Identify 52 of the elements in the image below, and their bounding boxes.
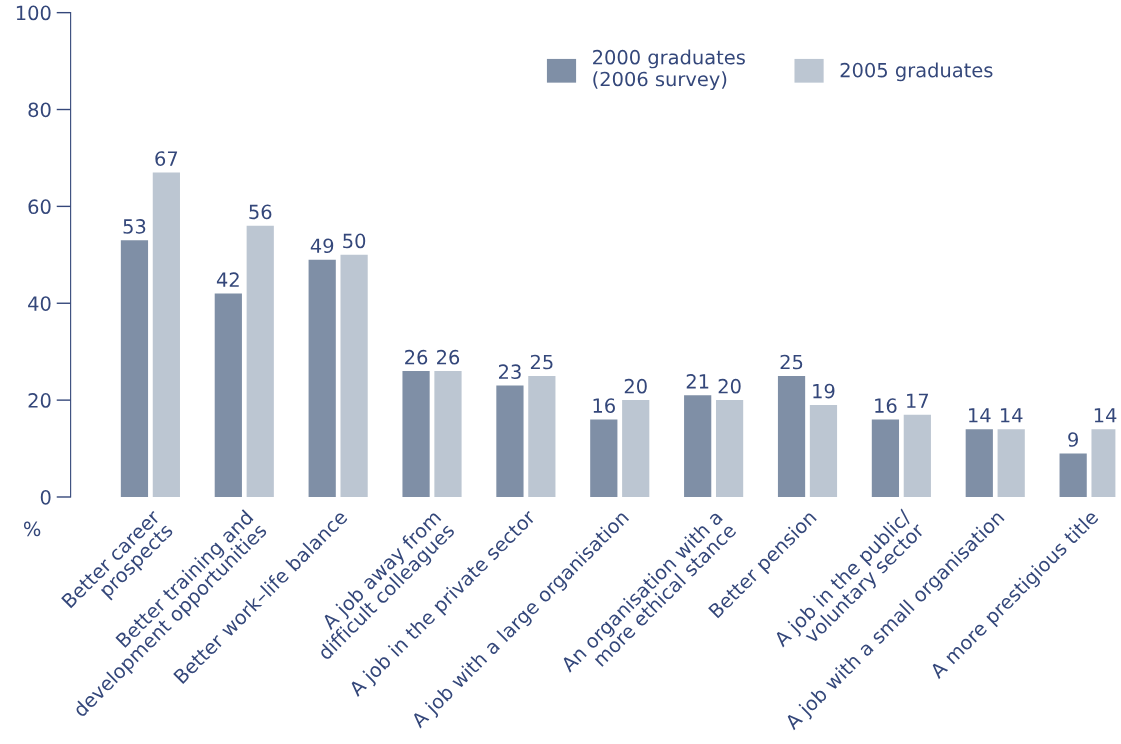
y-tick-label: 0: [40, 489, 51, 505]
data-label: 14: [1000, 408, 1023, 423]
bar: [871, 419, 900, 497]
legend-label: 2005 graduates: [840, 62, 993, 82]
data-label: 26: [405, 349, 428, 365]
y-tick-label: 40: [28, 296, 51, 311]
data-label: 20: [624, 378, 647, 394]
y-tick-label: 80: [28, 102, 51, 118]
bar: [434, 371, 462, 497]
data-label: 16: [875, 398, 897, 413]
data-label: 14: [969, 408, 991, 423]
data-label: 14: [1094, 408, 1117, 423]
bar: [715, 400, 744, 497]
bar: [590, 419, 618, 497]
data-label: 42: [216, 272, 239, 287]
data-label: 67: [155, 151, 178, 166]
data-label: 17: [907, 393, 929, 408]
bar: [903, 414, 931, 497]
data-label: 20: [718, 378, 741, 394]
bar: [528, 375, 556, 497]
bar: [622, 400, 650, 497]
bar: [214, 293, 242, 497]
bar: [1059, 453, 1087, 497]
bar: [809, 404, 838, 497]
bar: [684, 395, 712, 497]
y-tick-label: 100: [16, 5, 51, 21]
data-label: 50: [343, 233, 366, 249]
data-label: 21: [686, 374, 709, 389]
bar: [246, 225, 274, 497]
data-label: 56: [249, 204, 272, 220]
bar: [152, 172, 180, 497]
y-tick-label: 20: [28, 393, 51, 408]
bar: [965, 429, 993, 497]
data-label: 49: [310, 238, 334, 254]
data-label: 26: [437, 349, 460, 365]
bar: [308, 259, 336, 497]
data-label: 23: [498, 364, 521, 380]
y-axis-title: %: [23, 521, 41, 537]
bar: [340, 254, 368, 497]
bar: [777, 375, 806, 497]
legend-label: 2000 graduates (2006 survey): [593, 49, 745, 91]
data-label: 25: [780, 354, 803, 370]
data-label: 16: [593, 398, 615, 413]
data-label: 19: [813, 383, 835, 399]
bar: [120, 240, 149, 497]
bar: [402, 371, 430, 497]
data-label: 25: [530, 354, 553, 370]
y-tick-label: 60: [28, 199, 51, 215]
bar: [496, 385, 524, 497]
bar: [997, 429, 1025, 497]
data-label: 9: [1068, 432, 1078, 447]
data-label: 53: [123, 219, 146, 234]
